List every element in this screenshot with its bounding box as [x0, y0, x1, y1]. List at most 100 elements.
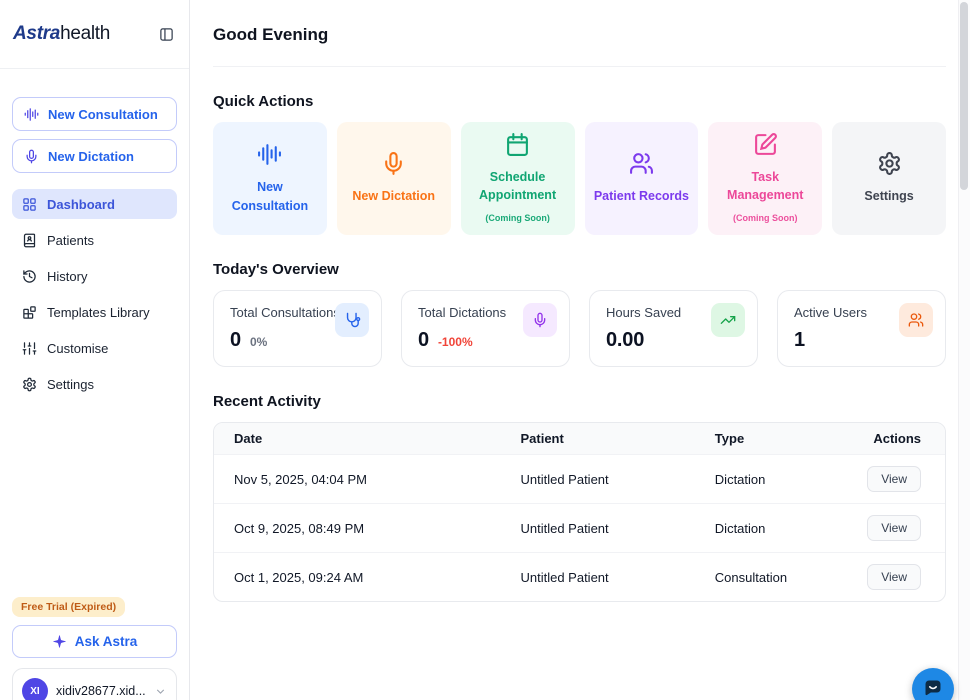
- quick-action-label: Task Management: [727, 169, 804, 202]
- view-button[interactable]: View: [867, 564, 921, 590]
- sidebar-item-templates-library[interactable]: Templates Library: [12, 297, 177, 327]
- sidebar-item-customise[interactable]: Customise: [12, 333, 177, 363]
- quick-action-new-consultation[interactable]: New Consultation: [213, 122, 327, 235]
- sidebar-item-history[interactable]: History: [12, 261, 177, 291]
- stat-value: 0.00: [606, 329, 645, 351]
- stat-value: 1: [794, 329, 805, 351]
- microphone-icon: [523, 303, 557, 337]
- brand-logo-light: health: [60, 23, 111, 44]
- cell-patient: Untitled Patient: [500, 503, 695, 553]
- sparkles-icon: [52, 634, 67, 649]
- page-title-greeting: Good Evening: [213, 25, 329, 44]
- sidebar-item-dashboard[interactable]: Dashboard: [12, 189, 177, 219]
- chat-bubble-icon: [921, 677, 945, 700]
- quick-action-task-management[interactable]: Task Management (Coming Soon): [708, 122, 823, 235]
- microphone-icon: [24, 149, 39, 164]
- quick-action-schedule-appointment[interactable]: Schedule Appointment (Coming Soon): [460, 122, 575, 235]
- recent-activity-title: Recent Activity: [213, 393, 321, 410]
- stat-label: Total Consultations: [230, 305, 340, 320]
- logo-row: Astrahealth: [0, 0, 189, 69]
- sidebar-bottom: Free Trial (Expired) Ask Astra XI xidiv2…: [12, 597, 177, 700]
- sidebar-item-label: Settings: [47, 376, 94, 392]
- templates-blocks-icon: [22, 305, 37, 320]
- header-divider: [213, 66, 946, 67]
- trial-status-badge: Free Trial (Expired): [12, 597, 126, 617]
- column-header-patient: Patient: [520, 431, 564, 446]
- quick-action-patient-records[interactable]: Patient Records: [584, 122, 699, 235]
- stat-delta: -100%: [437, 335, 473, 349]
- user-menu[interactable]: XI xidiv28677.xid...: [12, 668, 177, 700]
- table-row: Oct 1, 2025, 09:24 AM Untitled Patient C…: [214, 552, 945, 601]
- stat-value: 0: [418, 329, 429, 351]
- ask-astra-label: Ask Astra: [74, 634, 138, 649]
- avatar: XI: [22, 678, 48, 700]
- stat-value: 0: [230, 329, 241, 351]
- scrollbar-thumb[interactable]: [960, 2, 968, 190]
- quick-action-label: New Dictation: [352, 189, 436, 204]
- ask-astra-button[interactable]: Ask Astra: [12, 625, 177, 658]
- new-consultation-button[interactable]: New Consultation: [12, 97, 177, 131]
- users-icon: [899, 303, 933, 337]
- column-header-actions: Actions: [873, 431, 921, 446]
- panel-left-icon: [159, 27, 174, 42]
- stat-label: Total Dictations: [418, 305, 507, 320]
- table-header-row: Date Patient Type Actions: [214, 423, 945, 455]
- coming-soon-label: (Coming Soon): [732, 213, 798, 224]
- column-header-date: Date: [234, 431, 263, 446]
- quick-action-new-dictation[interactable]: New Dictation: [336, 122, 451, 235]
- main-content: Good Evening Quick Actions New Consultat…: [190, 0, 970, 700]
- overview-title: Today's Overview: [213, 261, 339, 278]
- quick-action-settings[interactable]: Settings: [832, 122, 946, 235]
- sidebar-item-label: Customise: [47, 340, 109, 356]
- calendar-icon: [505, 132, 530, 157]
- sidebar-collapse-button[interactable]: [157, 25, 176, 44]
- view-button[interactable]: View: [867, 466, 921, 492]
- cell-date: Nov 5, 2025, 04:04 PM: [214, 454, 501, 504]
- cell-date: Oct 9, 2025, 08:49 PM: [214, 503, 501, 553]
- cell-patient: Untitled Patient: [500, 552, 695, 601]
- table-row: Oct 9, 2025, 08:49 PM Untitled Patient D…: [214, 503, 945, 553]
- new-dictation-button[interactable]: New Dictation: [12, 139, 177, 173]
- brand-logo-bold: Astra: [13, 23, 61, 44]
- gear-icon: [877, 151, 902, 176]
- patients-book-icon: [22, 233, 37, 248]
- sidebar-item-label: Templates Library: [47, 304, 150, 320]
- stat-card-active-users: Active Users 1: [777, 290, 946, 367]
- users-icon: [629, 151, 654, 176]
- cell-type: Dictation: [694, 454, 848, 504]
- quick-action-label: New Consultation: [231, 180, 309, 213]
- gear-icon: [22, 377, 37, 392]
- new-consultation-label: New Consultation: [48, 106, 158, 122]
- sidebar-item-label: Dashboard: [47, 196, 115, 212]
- new-dictation-label: New Dictation: [48, 148, 134, 164]
- sidebar-item-settings[interactable]: Settings: [12, 369, 177, 399]
- dashboard-grid-icon: [22, 197, 37, 212]
- cell-type: Consultation: [694, 552, 848, 601]
- stat-delta: 0%: [249, 335, 268, 349]
- table-row: Nov 5, 2025, 04:04 PM Untitled Patient D…: [214, 454, 945, 504]
- stethoscope-icon: [335, 303, 369, 337]
- waveform-icon: [257, 142, 282, 167]
- chevron-down-icon: [154, 685, 167, 698]
- column-header-type: Type: [714, 431, 745, 446]
- sidebar-item-patients[interactable]: Patients: [12, 225, 177, 255]
- sliders-icon: [22, 341, 37, 356]
- cell-type: Dictation: [694, 503, 848, 553]
- chat-widget-button[interactable]: [912, 668, 954, 700]
- user-name: xidiv28677.xid...: [56, 684, 146, 698]
- recent-activity-table: Date Patient Type Actions Nov 5, 2025, 0…: [213, 422, 946, 602]
- scrollbar-track: [958, 0, 970, 700]
- trending-up-icon: [711, 303, 745, 337]
- view-button[interactable]: View: [867, 515, 921, 541]
- coming-soon-label: (Coming Soon): [485, 213, 550, 224]
- brand-logo: Astrahealth: [13, 23, 110, 45]
- sidebar-item-label: Patients: [47, 232, 94, 248]
- stat-label: Active Users: [794, 305, 867, 320]
- stat-card-total-dictations: Total Dictations 0 -100%: [401, 290, 570, 367]
- sidebar: Astrahealth New Consultation New Dictati…: [0, 0, 190, 700]
- stat-label: Hours Saved: [606, 305, 682, 320]
- stat-card-hours-saved: Hours Saved 0.00: [589, 290, 758, 367]
- stat-card-total-consultations: Total Consultations 0 0%: [213, 290, 382, 367]
- history-clock-icon: [22, 269, 37, 284]
- cell-patient: Untitled Patient: [500, 454, 695, 504]
